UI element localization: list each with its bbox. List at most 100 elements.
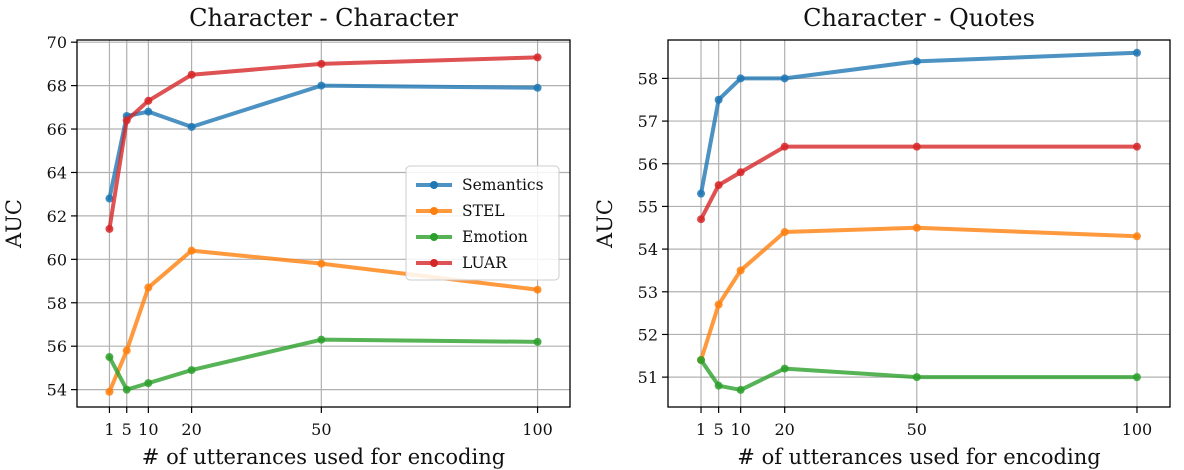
y-tick-label: 52 — [638, 325, 658, 344]
series-stel — [105, 246, 542, 396]
x-tick-label: 50 — [311, 420, 331, 439]
series-line — [699, 50, 1139, 196]
legend-marker — [430, 259, 438, 267]
legend-marker — [430, 233, 438, 241]
data-point — [1132, 142, 1141, 151]
data-point — [105, 224, 114, 233]
x-tick-label: 100 — [1122, 420, 1153, 439]
legend-marker — [430, 207, 438, 215]
legend-label: Semantics — [462, 176, 544, 194]
series-line — [699, 225, 1139, 363]
data-point — [780, 142, 789, 151]
y-tick-label: 58 — [638, 69, 658, 88]
x-tick-label: 5 — [122, 420, 132, 439]
x-tick-label: 20 — [181, 420, 201, 439]
data-point — [144, 96, 153, 105]
data-point — [736, 385, 745, 394]
legend-label: Emotion — [462, 228, 528, 246]
data-point — [144, 283, 153, 292]
data-point — [736, 74, 745, 83]
plot-frame — [667, 39, 1171, 408]
series-semantics — [697, 48, 1141, 198]
y-axis-label: AUC — [593, 199, 617, 249]
data-point — [317, 259, 326, 268]
chart-title: Character - Character — [189, 4, 458, 32]
x-tick-label: 5 — [714, 420, 724, 439]
legend-box — [405, 165, 560, 281]
y-axis-label: AUC — [2, 199, 26, 249]
x-tick-label: 100 — [522, 420, 553, 439]
data-point — [317, 59, 326, 68]
data-point — [912, 223, 921, 232]
data-point — [697, 215, 706, 224]
x-tick-label: 1 — [696, 420, 706, 439]
series-luar — [105, 53, 542, 233]
data-point — [105, 194, 114, 203]
x-axis-label: # of utterances used for encoding — [737, 445, 1100, 469]
y-tick-label: 70 — [47, 33, 67, 52]
x-tick-label: 10 — [138, 420, 158, 439]
series-line — [107, 248, 540, 394]
data-point — [697, 356, 706, 365]
data-point — [714, 381, 723, 390]
y-tick-label: 56 — [638, 155, 658, 174]
series-line — [107, 337, 540, 392]
y-tick-label: 54 — [638, 240, 658, 259]
chart-title: Character - Quotes — [803, 4, 1035, 32]
data-point — [1132, 48, 1141, 57]
x-tick-label: 1 — [104, 420, 114, 439]
y-tick-label: 55 — [638, 197, 658, 216]
legend-label: LUAR — [462, 254, 508, 272]
data-point — [714, 181, 723, 190]
data-point — [912, 57, 921, 66]
data-point — [187, 70, 196, 79]
data-point — [187, 122, 196, 131]
y-tick-label: 54 — [47, 381, 67, 400]
data-point — [533, 337, 542, 346]
y-tick-label: 60 — [47, 250, 67, 269]
data-point — [533, 83, 542, 92]
panel-1: 54 56 58 60 62 64 66 68 70 1 5 10 20 50 100 Character -… — [2, 4, 571, 469]
data-point — [912, 142, 921, 151]
data-point — [780, 364, 789, 373]
data-point — [122, 116, 131, 125]
series-emotion — [697, 356, 1141, 394]
y-tick-label: 56 — [47, 337, 67, 356]
series-luar — [697, 142, 1141, 224]
data-point — [780, 228, 789, 237]
y-tick-label: 66 — [47, 120, 67, 139]
data-point — [144, 379, 153, 388]
series-emotion — [105, 335, 542, 394]
plot-frame — [76, 39, 571, 408]
legend-marker — [430, 181, 438, 189]
series-stel — [697, 223, 1141, 365]
data-point — [187, 366, 196, 375]
data-point — [317, 335, 326, 344]
x-tick-label: 10 — [730, 420, 750, 439]
legend-label: STEL — [462, 202, 505, 220]
series-line — [699, 358, 1139, 392]
x-tick-label: 50 — [907, 420, 927, 439]
data-point — [912, 373, 921, 382]
legend: Semantics STEL Emotion LUAR — [405, 165, 560, 281]
data-point — [1132, 373, 1141, 382]
data-point — [187, 246, 196, 255]
data-point — [105, 387, 114, 396]
series-line — [699, 144, 1139, 222]
data-point — [144, 107, 153, 116]
data-point — [533, 53, 542, 62]
data-point — [105, 353, 114, 362]
y-tick-label: 57 — [638, 112, 658, 131]
y-tick-label: 62 — [47, 207, 67, 226]
data-point — [714, 95, 723, 104]
data-point — [736, 266, 745, 275]
data-point — [714, 300, 723, 309]
data-point — [317, 81, 326, 90]
y-tick-label: 68 — [47, 77, 67, 96]
y-tick-label: 64 — [47, 163, 67, 182]
data-point — [780, 74, 789, 83]
data-point — [736, 168, 745, 177]
y-tick-label: 51 — [638, 368, 658, 387]
